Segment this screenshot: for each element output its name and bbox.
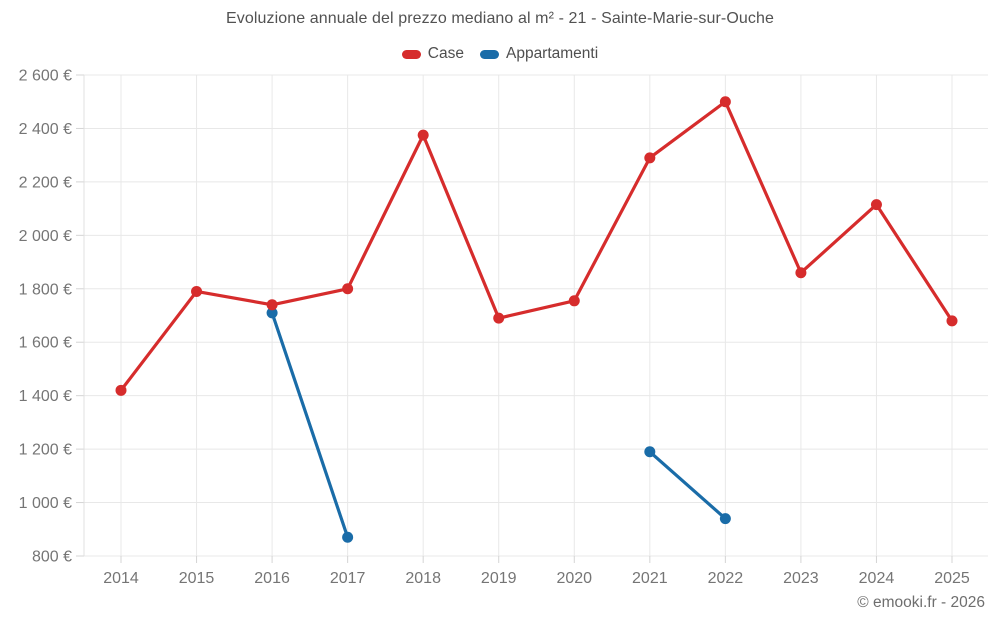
- legend-item-appartamenti[interactable]: Appartamenti: [479, 45, 599, 63]
- x-axis-label: 2018: [405, 570, 441, 587]
- y-axis-label: 1 400 €: [19, 388, 72, 405]
- x-axis-label: 2022: [708, 570, 744, 587]
- x-axis-label: 2025: [934, 570, 970, 587]
- y-axis-label: 2 600 €: [19, 68, 72, 85]
- x-axis-label: 2021: [632, 570, 668, 587]
- data-point-appartamenti-2017[interactable]: [342, 531, 354, 543]
- data-point-appartamenti-2022[interactable]: [719, 513, 731, 525]
- series-line-appartamenti: [648, 450, 727, 521]
- x-axis-label: 2020: [556, 570, 592, 587]
- legend-label-appartamenti: Appartamenti: [505, 45, 599, 62]
- x-axis-label: 2019: [481, 570, 517, 587]
- y-axis-label: 1 200 €: [19, 442, 72, 459]
- x-axis-label: 2014: [103, 570, 139, 587]
- x-axis-label: 2024: [859, 570, 895, 587]
- data-point-case-2020[interactable]: [568, 295, 580, 307]
- y-axis-label: 2 000 €: [19, 228, 72, 245]
- data-point-case-2018[interactable]: [417, 129, 429, 141]
- series-line-case: [119, 100, 954, 392]
- x-axis-label: 2023: [783, 570, 819, 587]
- series-line-appartamenti: [270, 311, 350, 539]
- data-point-case-2015[interactable]: [191, 285, 203, 297]
- legend-label-case: Case: [427, 45, 464, 62]
- data-point-case-2022[interactable]: [719, 96, 731, 108]
- chart-legend: Case Appartamenti: [0, 45, 1000, 63]
- data-point-case-2016[interactable]: [266, 299, 278, 311]
- y-axis-label: 1 800 €: [19, 281, 72, 298]
- data-point-appartamenti-2021[interactable]: [644, 446, 656, 458]
- data-point-case-2023[interactable]: [795, 267, 807, 279]
- page-title: Evoluzione annuale del prezzo mediano al…: [225, 10, 774, 27]
- x-axis-label: 2016: [254, 570, 290, 587]
- y-axis-label: 2 200 €: [19, 174, 72, 191]
- y-axis-label: 800 €: [32, 549, 72, 566]
- y-axis-label: 1 600 €: [19, 335, 72, 352]
- data-point-case-2024[interactable]: [870, 199, 882, 211]
- y-axis-label: 2 400 €: [19, 121, 72, 138]
- legend-item-case[interactable]: Case: [401, 45, 464, 63]
- data-point-case-2025[interactable]: [946, 315, 958, 327]
- attribution: © emooki.fr - 2026: [857, 594, 985, 611]
- data-point-appartamenti-2016[interactable]: [266, 307, 278, 319]
- data-point-case-2019[interactable]: [493, 312, 505, 324]
- legend-swatch-case: [401, 49, 421, 59]
- y-axis-label: 1 000 €: [19, 495, 72, 512]
- x-axis-label: 2017: [330, 570, 366, 587]
- data-point-case-2014[interactable]: [115, 384, 127, 396]
- data-point-case-2021[interactable]: [644, 152, 656, 164]
- x-axis-label: 2015: [179, 570, 215, 587]
- legend-swatch-appartamenti: [479, 49, 499, 59]
- data-point-case-2017[interactable]: [342, 283, 354, 295]
